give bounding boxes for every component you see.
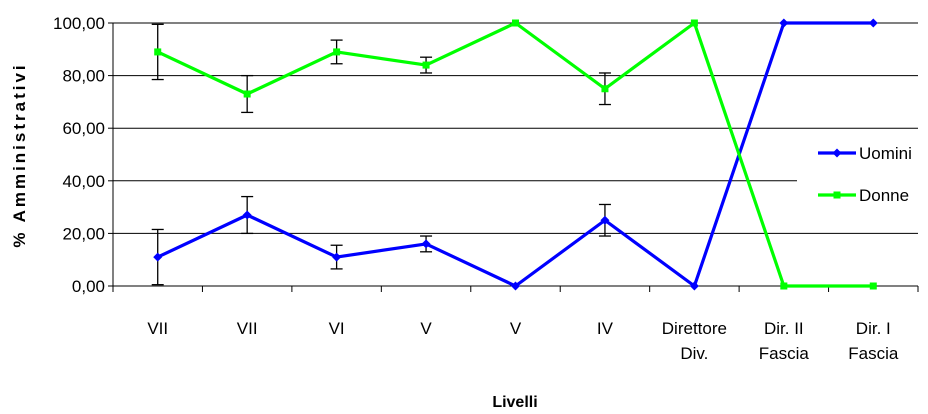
y-tick-label: 40,00 — [62, 172, 105, 191]
x-tick-label: VII — [147, 319, 168, 338]
data-point-uomini — [600, 215, 610, 225]
y-tick-label: 0,00 — [72, 277, 105, 296]
x-tick-label: IV — [597, 319, 614, 338]
series-markers — [153, 18, 878, 291]
data-point-donne — [243, 90, 251, 98]
data-point-uomini — [689, 281, 699, 291]
x-tick-label: Div. — [680, 344, 708, 363]
y-tick-labels: 0,00 20,00 40,00 60,00 80,00 100,00 — [53, 14, 105, 296]
legend-marker-uomini — [832, 148, 842, 158]
x-tick-label: VI — [329, 319, 345, 338]
data-point-uomini — [242, 210, 252, 220]
data-point-uomini — [421, 239, 431, 249]
legend-marker-donne — [833, 191, 841, 199]
y-axis-label: % Amministrativi — [10, 62, 29, 247]
y-tick-label: 20,00 — [62, 224, 105, 243]
error-bars — [151, 23, 611, 286]
data-point-uomini — [332, 252, 342, 262]
x-tick-label: Direttore — [662, 319, 727, 338]
x-tick-label: Fascia — [759, 344, 810, 363]
axes — [108, 22, 919, 292]
series-line-donne — [157, 21, 874, 288]
legend-box — [797, 162, 928, 206]
data-point-donne — [780, 282, 788, 290]
y-tick-label: 100,00 — [53, 14, 105, 33]
data-point-uomini — [511, 281, 520, 291]
x-tick-label: Dir. II — [764, 319, 804, 338]
x-tick-label: V — [510, 319, 522, 338]
data-point-donne — [601, 85, 609, 93]
legend-label-uomini: Uomini — [859, 144, 912, 163]
x-tick-label: Fascia — [848, 344, 899, 363]
series-line-uomini — [157, 21, 874, 288]
data-point-donne — [422, 61, 430, 69]
series-lines — [157, 21, 874, 288]
x-tick-label: Dir. I — [856, 319, 891, 338]
data-point-donne — [512, 19, 519, 27]
x-axis-label: Livelli — [492, 394, 537, 411]
data-point-donne — [690, 19, 698, 27]
x-tick-label: V — [420, 319, 432, 338]
legend-label-donne: Donne — [859, 186, 909, 205]
data-point-donne — [333, 48, 341, 56]
data-point-donne — [154, 48, 162, 56]
y-tick-label: 60,00 — [62, 119, 105, 138]
x-tick-label: VII — [237, 319, 258, 338]
data-point-donne — [869, 282, 877, 290]
data-point-uomini — [153, 252, 163, 262]
y-tick-label: 80,00 — [62, 67, 105, 86]
data-point-uomini — [868, 18, 878, 28]
legend: Uomini Donne — [818, 144, 912, 205]
data-point-uomini — [779, 18, 789, 28]
